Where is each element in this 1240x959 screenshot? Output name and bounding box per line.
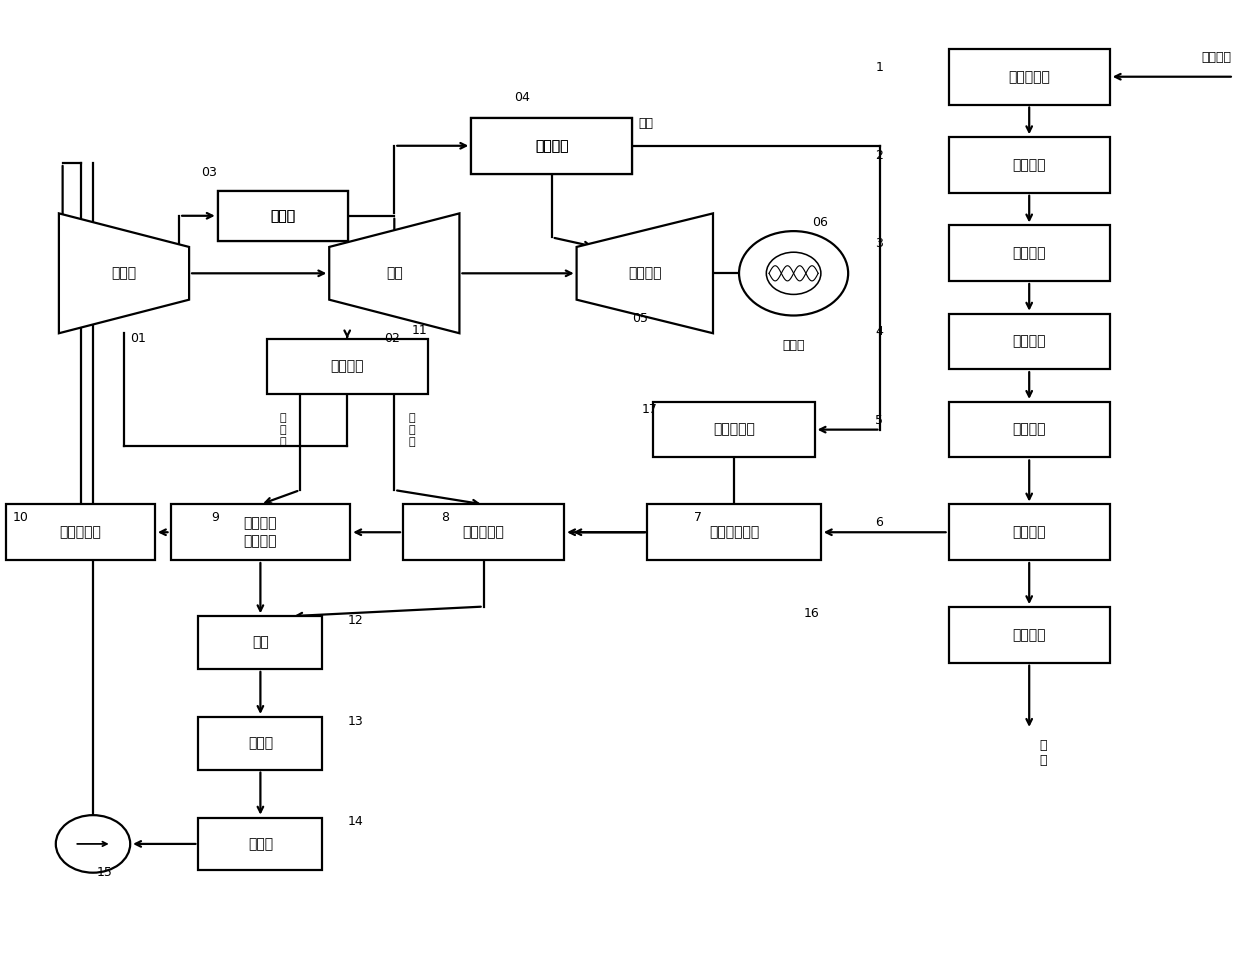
Text: 04: 04 bbox=[515, 91, 531, 105]
Text: 02: 02 bbox=[384, 332, 401, 345]
FancyBboxPatch shape bbox=[949, 314, 1110, 369]
FancyBboxPatch shape bbox=[949, 49, 1110, 105]
Text: 中和池: 中和池 bbox=[248, 837, 273, 851]
Text: 自清洁过滤器: 自清洁过滤器 bbox=[709, 526, 759, 539]
Text: 烟气过滤器: 烟气过滤器 bbox=[713, 423, 755, 436]
Text: 2: 2 bbox=[875, 149, 883, 162]
Text: 防昆虫网: 防昆虫网 bbox=[1012, 158, 1047, 172]
Text: 烟气: 烟气 bbox=[639, 117, 653, 130]
Text: 冷却水塔: 冷却水塔 bbox=[330, 360, 365, 373]
Text: 预过滤器: 预过滤器 bbox=[1012, 335, 1047, 348]
Text: 01: 01 bbox=[130, 332, 146, 345]
Text: 燃汽轮机: 燃汽轮机 bbox=[627, 267, 662, 280]
Text: 沉淀池: 沉淀池 bbox=[248, 737, 273, 750]
Text: 17: 17 bbox=[641, 403, 657, 416]
Text: 燃烧室: 燃烧室 bbox=[270, 209, 295, 222]
Text: 6: 6 bbox=[875, 516, 883, 529]
Text: 发电机: 发电机 bbox=[782, 339, 805, 353]
Text: 05: 05 bbox=[632, 312, 649, 325]
Text: 水箱: 水箱 bbox=[252, 636, 269, 649]
Circle shape bbox=[56, 815, 130, 873]
FancyBboxPatch shape bbox=[949, 225, 1110, 281]
Text: 气水换热器: 气水换热器 bbox=[463, 526, 505, 539]
FancyBboxPatch shape bbox=[949, 137, 1110, 193]
Text: 16: 16 bbox=[804, 607, 820, 620]
Text: 防冰装置: 防冰装置 bbox=[1012, 246, 1047, 260]
Text: 风雨防护罩: 风雨防护罩 bbox=[1008, 70, 1050, 83]
Text: 3: 3 bbox=[875, 237, 883, 250]
Text: 再生风机: 再生风机 bbox=[1012, 628, 1047, 642]
FancyBboxPatch shape bbox=[653, 402, 815, 457]
FancyBboxPatch shape bbox=[198, 817, 322, 871]
FancyBboxPatch shape bbox=[471, 118, 632, 174]
Text: 13: 13 bbox=[347, 714, 363, 728]
Text: 12: 12 bbox=[347, 614, 363, 627]
FancyBboxPatch shape bbox=[471, 118, 632, 174]
Text: 7: 7 bbox=[694, 511, 702, 525]
Text: 9: 9 bbox=[211, 511, 218, 525]
Circle shape bbox=[766, 252, 821, 294]
FancyBboxPatch shape bbox=[218, 191, 347, 241]
Text: 蒸发冷却
消洗装置: 蒸发冷却 消洗装置 bbox=[243, 517, 278, 548]
Text: 1: 1 bbox=[875, 60, 883, 74]
Text: 余热锅炉: 余热锅炉 bbox=[534, 139, 569, 152]
Text: 06: 06 bbox=[812, 216, 828, 229]
Text: 5: 5 bbox=[875, 413, 883, 427]
FancyBboxPatch shape bbox=[647, 504, 821, 560]
Polygon shape bbox=[60, 214, 188, 334]
Circle shape bbox=[739, 231, 848, 316]
Text: 14: 14 bbox=[347, 815, 363, 829]
FancyBboxPatch shape bbox=[218, 191, 347, 241]
Text: 8: 8 bbox=[441, 511, 449, 525]
Text: 透平: 透平 bbox=[386, 267, 403, 280]
FancyBboxPatch shape bbox=[267, 339, 428, 394]
Text: 冷
却
水: 冷 却 水 bbox=[279, 413, 286, 447]
Text: 11: 11 bbox=[412, 324, 428, 338]
Text: 大气空气: 大气空气 bbox=[1202, 51, 1231, 64]
FancyBboxPatch shape bbox=[198, 617, 322, 669]
Text: 03: 03 bbox=[201, 166, 217, 179]
FancyBboxPatch shape bbox=[6, 504, 155, 560]
FancyBboxPatch shape bbox=[949, 402, 1110, 457]
Text: 处理风机: 处理风机 bbox=[1012, 423, 1047, 436]
Text: 15: 15 bbox=[97, 866, 113, 879]
Text: 排
气: 排 气 bbox=[1039, 739, 1047, 767]
FancyBboxPatch shape bbox=[949, 504, 1110, 560]
FancyBboxPatch shape bbox=[403, 504, 564, 560]
Text: 压气机: 压气机 bbox=[112, 267, 136, 280]
FancyBboxPatch shape bbox=[198, 717, 322, 769]
Text: 冷
却
水: 冷 却 水 bbox=[408, 413, 415, 447]
FancyBboxPatch shape bbox=[949, 607, 1110, 663]
Polygon shape bbox=[330, 214, 459, 334]
Text: 除湿转轮: 除湿转轮 bbox=[1012, 526, 1047, 539]
Polygon shape bbox=[577, 214, 713, 334]
Text: 4: 4 bbox=[875, 325, 883, 339]
Text: 水滴过滤器: 水滴过滤器 bbox=[60, 526, 102, 539]
Text: 余热锅炉: 余热锅炉 bbox=[534, 139, 569, 152]
Text: 燃烧室: 燃烧室 bbox=[270, 209, 295, 222]
FancyBboxPatch shape bbox=[171, 504, 350, 560]
Text: 10: 10 bbox=[12, 511, 29, 525]
